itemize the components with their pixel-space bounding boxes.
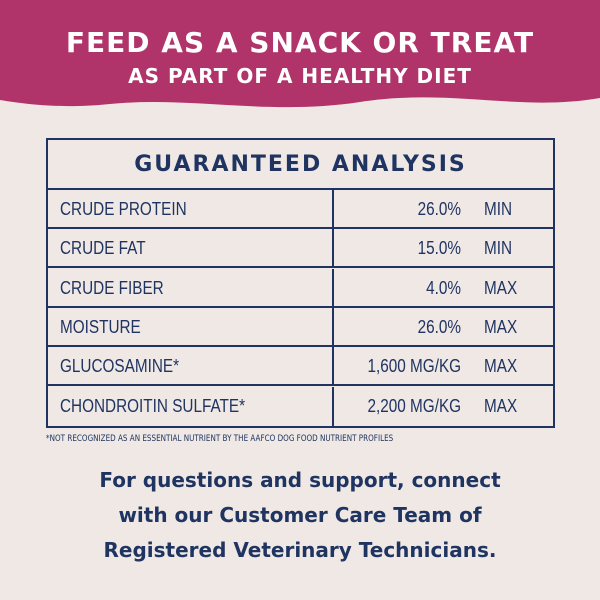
column-divider: [332, 386, 334, 426]
nutrient-amount: 1,600 MG/KG: [367, 356, 461, 377]
nutrient-amount: 2,200 MG/KG: [367, 395, 461, 416]
analysis-table: GUARANTEED ANALYSIS CRUDE PROTEIN 26.0% MI…: [46, 138, 555, 428]
nutrient-qualifier: MIN: [484, 199, 513, 219]
column-divider: [332, 307, 334, 347]
nutrient-name: CRUDE FAT: [60, 238, 146, 259]
support-text: Registered Veterinary Technicians.: [103, 538, 497, 562]
support-text: For questions and support, connect: [99, 468, 501, 492]
nutrient-amount: 26.0%: [417, 199, 461, 219]
nutrient-qualifier: MAX: [484, 395, 518, 416]
column-divider: [332, 347, 334, 387]
column-divider: [332, 190, 334, 229]
nutrient-qualifier: MAX: [484, 356, 518, 377]
table-row: CRUDE FAT 15.0% MIN: [48, 229, 553, 269]
nutrient-name: CRUDE FIBER: [60, 277, 164, 298]
header-band: [0, 0, 600, 108]
support-text: with our Customer Care Team of: [118, 503, 482, 527]
table-title: GUARANTEED ANALYSIS: [48, 140, 553, 190]
table-row: CRUDE PROTEIN 26.0% MIN: [48, 190, 553, 229]
table-row: GLUCOSAMINE* 1,600 MG/KG MAX: [48, 347, 553, 387]
nutrient-qualifier: MAX: [484, 277, 518, 298]
column-divider: [332, 229, 334, 269]
nutrient-name: CRUDE PROTEIN: [60, 199, 187, 219]
table-row: CRUDE FIBER 4.0% MAX: [48, 268, 553, 308]
nutrient-qualifier: MIN: [484, 238, 513, 259]
header-subtitle: AS PART OF A HEALTHY DIET: [128, 64, 472, 88]
nutrient-amount: 26.0%: [417, 316, 461, 337]
nutrient-name: MOISTURE: [60, 316, 141, 337]
table-row: MOISTURE 26.0% MAX: [48, 307, 553, 347]
nutrient-amount: 4.0%: [426, 277, 461, 298]
footnote: *NOT RECOGNIZED AS AN ESSENTIAL NUTRIENT…: [46, 434, 394, 444]
table-row: CHONDROITIN SULFATE* 2,200 MG/KG MAX: [48, 386, 553, 426]
nutrient-name: GLUCOSAMINE*: [60, 356, 180, 377]
column-divider: [332, 268, 334, 308]
nutrient-amount: 15.0%: [417, 238, 461, 259]
nutrient-qualifier: MAX: [484, 316, 518, 337]
header-title: FEED AS A SNACK OR TREAT: [65, 26, 535, 59]
nutrient-name: CHONDROITIN SULFATE*: [60, 395, 246, 416]
